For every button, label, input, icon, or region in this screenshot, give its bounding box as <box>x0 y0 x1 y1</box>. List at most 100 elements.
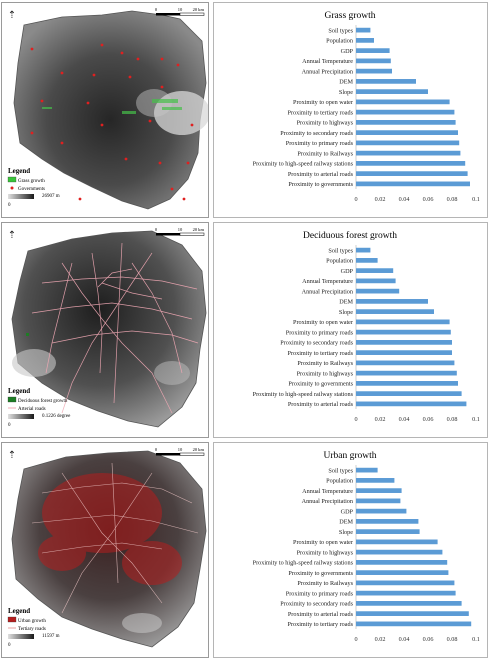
government-dot <box>170 187 174 191</box>
y-tick-label: GDP <box>341 48 354 55</box>
x-tick-label: 0.04 <box>399 416 410 423</box>
y-tick-label: Proximity to open water <box>293 319 353 326</box>
y-tick-label: GDP <box>341 268 354 275</box>
government-dot <box>78 197 82 201</box>
north-arrow-icon: ⇡ <box>8 450 16 461</box>
x-tick-label: 0 <box>354 636 357 643</box>
legend-item-arterial-roads: Arterial roads <box>18 407 46 412</box>
government-dot <box>182 197 186 201</box>
bar <box>356 181 470 187</box>
y-tick-label: Proximity to governments <box>288 381 353 388</box>
y-tick-label: Annual Precipitation <box>302 288 353 295</box>
bar <box>356 611 469 616</box>
y-tick-label: Proximity to governments <box>288 570 353 577</box>
bar <box>356 529 420 534</box>
legend-title: Legend <box>8 607 30 615</box>
government-dot <box>86 101 90 105</box>
y-tick-label: Soil types <box>328 27 353 34</box>
bar <box>356 38 374 43</box>
north-arrow-icon: ⇡ <box>8 10 16 21</box>
y-tick-label: Proximity to highways <box>297 549 354 556</box>
y-tick-label: Proximity to high-speed railway stations <box>253 391 354 398</box>
y-tick-label: Proximity to Railways <box>297 150 353 157</box>
gradient-min: 0 <box>8 203 11 208</box>
scale-bar: 0 10 20 km <box>155 227 205 236</box>
bar <box>356 340 452 345</box>
x-tick-label: 0.08 <box>447 196 458 203</box>
bar <box>356 391 462 396</box>
y-tick-label: Proximity to highways <box>297 370 354 377</box>
bar <box>356 299 428 304</box>
legend-item-governments: Governments <box>18 187 45 192</box>
y-tick-label: Proximity to arterial roads <box>288 171 354 178</box>
y-tick-label: Proximity to secondary roads <box>280 130 353 137</box>
x-tick-label: 0.08 <box>447 416 458 423</box>
x-tick-label: 0.02 <box>375 196 386 203</box>
bar <box>356 478 395 483</box>
x-tick-label: 0.06 <box>423 416 434 423</box>
x-tick-label: 0.02 <box>375 636 386 643</box>
y-tick-label: Proximity to open water <box>293 99 353 106</box>
government-dot <box>148 119 152 123</box>
gradient-min: 0 <box>8 423 11 428</box>
government-dot <box>120 51 124 55</box>
bar <box>356 601 462 606</box>
government-dot <box>100 43 104 47</box>
government-dot <box>100 123 104 127</box>
gradient-min: 0 <box>8 643 11 648</box>
scale-label-20: 20 km <box>193 227 205 232</box>
bar <box>356 161 466 166</box>
bar <box>356 171 468 176</box>
study-area-boundary <box>11 230 207 428</box>
scale-label-0: 0 <box>155 7 158 12</box>
government-dot <box>176 63 180 67</box>
bar <box>356 309 434 314</box>
x-tick-label: 0.06 <box>423 196 434 203</box>
gradient-max: 26907 m <box>42 194 60 199</box>
x-tick-label: 0.04 <box>399 636 410 643</box>
bar <box>356 48 390 53</box>
bar <box>356 99 450 105</box>
government-dot <box>160 85 164 89</box>
y-tick-label: Population <box>326 478 353 485</box>
map-1-svg: ⇡ 0 10 20 km Legend Grass growth Governm… <box>4 7 208 210</box>
map-panel-3: ⇡ 0 10 20 km Legend Urban growth Tertiar… <box>1 442 209 658</box>
bar <box>356 360 455 366</box>
y-tick-label: Proximity to tertiary roads <box>288 109 354 116</box>
scale-label-20: 20 km <box>193 447 205 452</box>
government-dot <box>128 75 132 79</box>
y-tick-label: Proximity to high-speed railway stations <box>253 161 354 168</box>
y-tick-label: Annual Temperature <box>302 58 353 65</box>
y-tick-label: DEM <box>339 299 353 306</box>
y-tick-label: Slope <box>339 89 353 96</box>
government-dot <box>124 157 128 161</box>
bar <box>356 580 455 586</box>
y-tick-label: DEM <box>339 79 353 86</box>
y-tick-label: Proximity to governments <box>288 181 353 188</box>
scale-label-10: 10 <box>178 7 183 12</box>
y-tick-label: Proximity to primary roads <box>286 590 354 597</box>
y-tick-label: Annual Temperature <box>302 278 353 285</box>
bar <box>356 319 450 325</box>
chart-grass-growth: Grass growth 0 0.02 0.04 0.06 0.08 0.1 Soil ty… <box>253 11 480 203</box>
x-tick-label: 0.1 <box>472 196 480 203</box>
x-tick-label: 0.02 <box>375 416 386 423</box>
y-tick-label: Annual Temperature <box>302 488 353 495</box>
government-dot <box>158 161 162 165</box>
map-2-svg: ⇡ 0 10 20 km Legend Deciduous forest gro… <box>4 227 207 428</box>
y-tick-label: Proximity to primary roads <box>286 329 354 336</box>
y-tick-label: Population <box>326 38 353 45</box>
y-tick-label: DEM <box>339 519 353 526</box>
scale-label-10: 10 <box>178 447 183 452</box>
government-dot <box>30 47 34 51</box>
x-tick-label: 0.08 <box>447 636 458 643</box>
y-tick-label: Slope <box>339 529 353 536</box>
y-tick-label: Annual Precipitation <box>302 498 353 505</box>
chart-panel-grass: Grass growth 0 0.02 0.04 0.06 0.08 0.1 Soil ty… <box>213 2 488 218</box>
y-tick-label: Population <box>326 258 353 265</box>
x-tick-label: 0.06 <box>423 636 434 643</box>
scale-bar: 0 10 20 km <box>155 7 204 16</box>
map-3-svg: ⇡ 0 10 20 km Legend Urban growth Tertiar… <box>4 447 207 648</box>
chart-deciduous-forest-growth: Deciduous forest growth 0 0.02 0.04 0.06 0.0… <box>253 230 480 423</box>
bar <box>356 370 457 376</box>
